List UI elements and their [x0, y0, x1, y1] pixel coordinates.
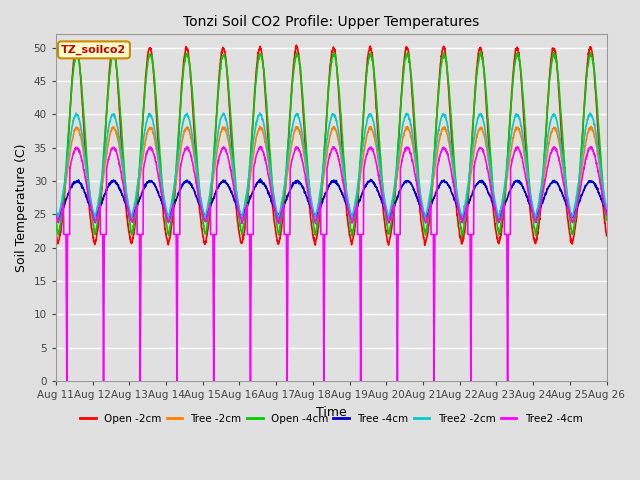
X-axis label: Time: Time	[316, 406, 347, 419]
Text: TZ_soilco2: TZ_soilco2	[61, 45, 127, 55]
Title: Tonzi Soil CO2 Profile: Upper Temperatures: Tonzi Soil CO2 Profile: Upper Temperatur…	[183, 15, 479, 29]
Legend: Open -2cm, Tree -2cm, Open -4cm, Tree -4cm, Tree2 -2cm, Tree2 -4cm: Open -2cm, Tree -2cm, Open -4cm, Tree -4…	[76, 409, 586, 428]
Y-axis label: Soil Temperature (C): Soil Temperature (C)	[15, 144, 28, 272]
